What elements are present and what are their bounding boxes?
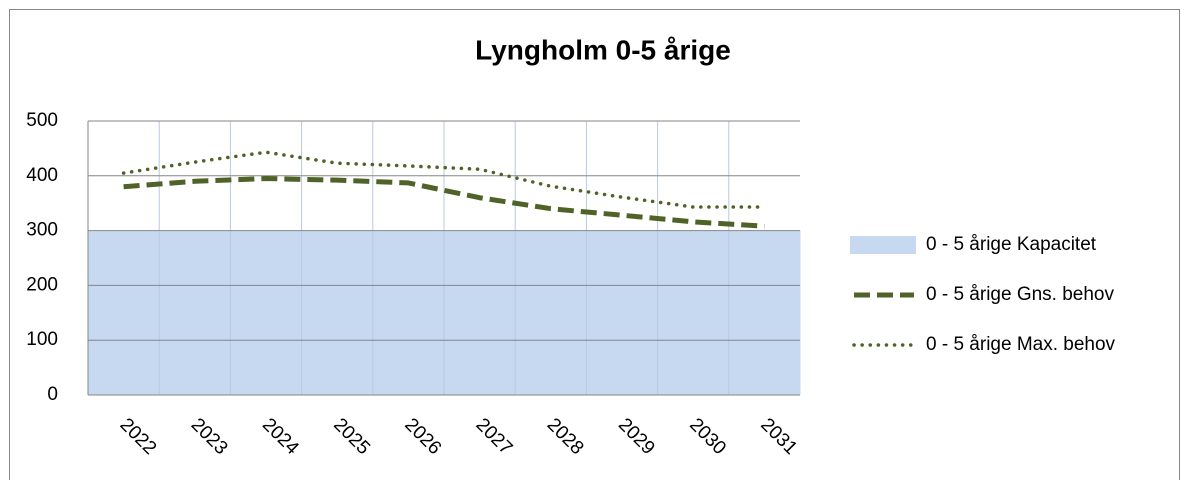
- area-segment: [230, 230, 303, 395]
- area-segment: [444, 230, 516, 395]
- legend-label: 0 - 5 årige Gns. behov: [926, 284, 1114, 305]
- y-tick-label: 200: [26, 274, 58, 295]
- area-segment: [586, 230, 659, 395]
- line-series: [123, 176, 765, 229]
- legend-label: 0 - 5 årige Max. behov: [926, 334, 1116, 355]
- chart-title: Lyngholm 0-5 årige: [475, 34, 731, 65]
- area-segment: [515, 230, 587, 395]
- area-segment: [372, 230, 445, 395]
- y-tick-label: 100: [26, 329, 58, 350]
- area-segment: [159, 230, 231, 395]
- y-tick-label: 300: [26, 220, 58, 241]
- area-segment: [728, 230, 801, 395]
- area-segment: [301, 230, 374, 395]
- area-segment: [657, 230, 730, 395]
- y-tick-label: 400: [26, 165, 58, 186]
- line-series: [121, 150, 767, 209]
- area-segment: [88, 230, 160, 395]
- y-tick-label: 0: [47, 384, 58, 405]
- legend-swatch: [850, 236, 916, 254]
- legend-label: 0 - 5 årige Kapacitet: [926, 234, 1097, 255]
- y-tick-label: 500: [26, 110, 58, 131]
